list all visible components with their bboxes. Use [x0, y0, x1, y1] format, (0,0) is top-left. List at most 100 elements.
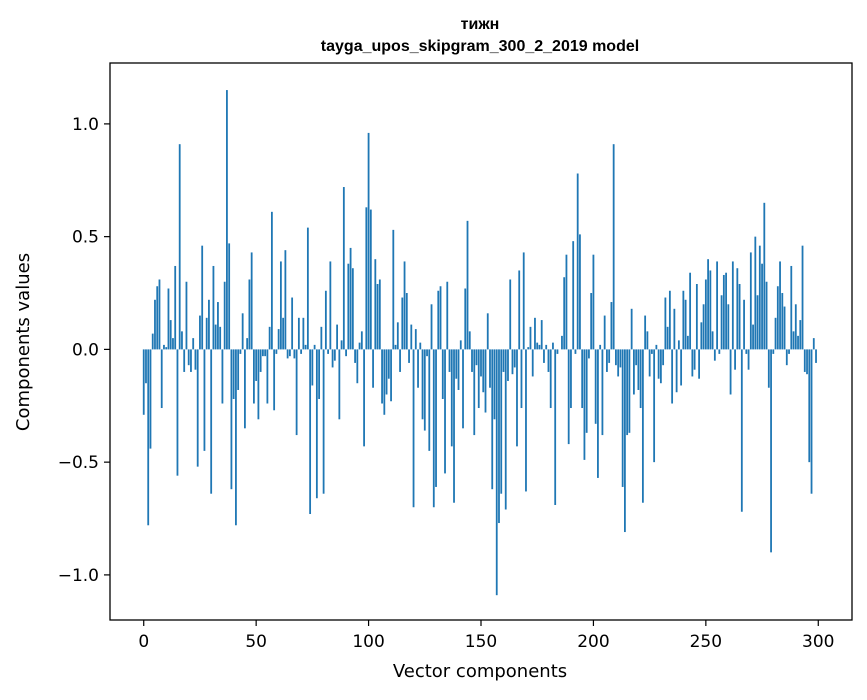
bar-component-245 [694, 349, 696, 369]
bar-component-217 [631, 309, 633, 350]
bar-component-50 [255, 349, 257, 381]
bar-component-188 [566, 255, 568, 350]
y-tick-label: 0.5 [72, 228, 99, 248]
bar-component-106 [381, 349, 383, 403]
bar-component-79 [320, 327, 322, 350]
bar-component-71 [302, 318, 304, 350]
bar-component-7 [159, 279, 161, 349]
bar-component-123 [419, 343, 421, 350]
bar-component-88 [341, 340, 343, 349]
bar-component-65 [289, 349, 291, 356]
bar-component-200 [593, 255, 595, 350]
bar-component-227 [653, 349, 655, 462]
bar-component-56 [269, 327, 271, 350]
bar-component-225 [649, 349, 651, 376]
bar-component-118 [408, 349, 410, 363]
bar-component-48 [251, 252, 253, 349]
bar-component-59 [275, 349, 277, 354]
bar-component-122 [417, 349, 419, 387]
bar-component-173 [532, 349, 534, 376]
bar-component-223 [644, 316, 646, 350]
bar-component-178 [543, 349, 545, 363]
bar-component-212 [620, 349, 622, 367]
bar-component-286 [786, 349, 788, 365]
bar-component-5 [154, 300, 156, 350]
bar-component-32 [215, 325, 217, 350]
bar-component-148 [476, 349, 478, 365]
bar-component-119 [410, 325, 412, 350]
bar-component-1 [145, 349, 147, 383]
bar-component-234 [669, 291, 671, 350]
bar-component-141 [460, 340, 462, 349]
bar-component-172 [530, 327, 532, 350]
bar-component-263 [734, 349, 736, 369]
bar-component-14 [174, 266, 176, 349]
bar-component-111 [392, 230, 394, 350]
bar-component-289 [793, 331, 795, 349]
bar-component-296 [808, 349, 810, 462]
bar-component-218 [633, 349, 635, 394]
bar-component-168 [521, 349, 523, 408]
bar-component-133 [442, 349, 444, 399]
bar-component-283 [779, 261, 781, 349]
bar-component-288 [790, 266, 792, 349]
bar-component-10 [165, 347, 167, 349]
bar-component-214 [624, 349, 626, 532]
bar-component-207 [608, 349, 610, 363]
bar-component-11 [168, 289, 170, 350]
bar-component-171 [527, 347, 529, 349]
bar-component-27 [204, 349, 206, 450]
x-axis-label: Vector components [393, 661, 567, 682]
bar-component-157 [496, 349, 498, 595]
bar-component-51 [258, 349, 260, 419]
bar-component-97 [361, 331, 363, 349]
bar-component-228 [655, 345, 657, 350]
bar-component-287 [788, 349, 790, 354]
bar-component-73 [307, 228, 309, 350]
bar-component-8 [161, 349, 163, 408]
bar-component-64 [287, 349, 289, 358]
bar-component-229 [658, 349, 660, 378]
bar-component-92 [350, 248, 352, 349]
bar-component-105 [379, 279, 381, 349]
bar-component-196 [584, 349, 586, 460]
bar-component-66 [291, 298, 293, 350]
bar-component-272 [754, 237, 756, 350]
bar-component-113 [397, 322, 399, 349]
bar-component-91 [347, 264, 349, 350]
bar-component-155 [491, 349, 493, 489]
bar-component-115 [401, 298, 403, 350]
bar-component-232 [664, 298, 666, 350]
bar-component-184 [557, 349, 559, 354]
bar-component-110 [390, 349, 392, 401]
bar-component-262 [732, 261, 734, 349]
bar-component-192 [575, 349, 577, 354]
bar-component-137 [451, 349, 453, 446]
bar-component-260 [727, 304, 729, 349]
bar-component-4 [152, 334, 154, 350]
bar-component-98 [363, 349, 365, 446]
bar-component-167 [518, 270, 520, 349]
bar-component-72 [305, 345, 307, 350]
bar-component-83 [329, 261, 331, 349]
bar-component-206 [606, 349, 608, 372]
bar-component-38 [228, 243, 230, 349]
bar-component-170 [525, 349, 527, 491]
bar-component-275 [761, 264, 763, 350]
x-tick-label: 200 [577, 632, 609, 652]
bar-component-268 [745, 349, 747, 354]
bar-component-295 [806, 349, 808, 374]
bar-component-270 [750, 252, 752, 349]
bar-component-41 [235, 349, 237, 525]
bar-component-274 [759, 246, 761, 350]
bar-component-62 [282, 318, 284, 350]
bar-component-250 [705, 279, 707, 349]
bar-component-152 [485, 349, 487, 412]
bar-component-251 [707, 259, 709, 349]
bar-component-23 [195, 349, 197, 369]
bar-component-121 [415, 329, 417, 349]
chart-subtitle: tayga_upos_skipgram_300_2_2019 model [321, 38, 639, 55]
bar-component-146 [471, 349, 473, 372]
bar-component-117 [406, 293, 408, 349]
bar-component-161 [505, 349, 507, 509]
